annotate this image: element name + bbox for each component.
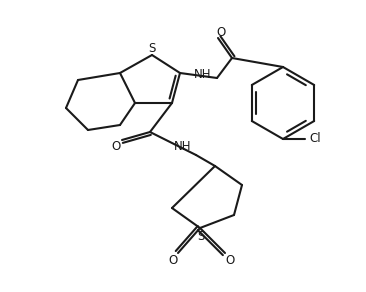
Text: O: O — [168, 255, 178, 267]
Text: O: O — [216, 25, 225, 39]
Text: S: S — [197, 230, 205, 242]
Text: NH: NH — [194, 67, 212, 81]
Text: Cl: Cl — [309, 133, 321, 145]
Text: S: S — [148, 41, 156, 55]
Text: O: O — [225, 255, 235, 267]
Text: O: O — [111, 140, 121, 154]
Text: NH: NH — [174, 140, 192, 154]
